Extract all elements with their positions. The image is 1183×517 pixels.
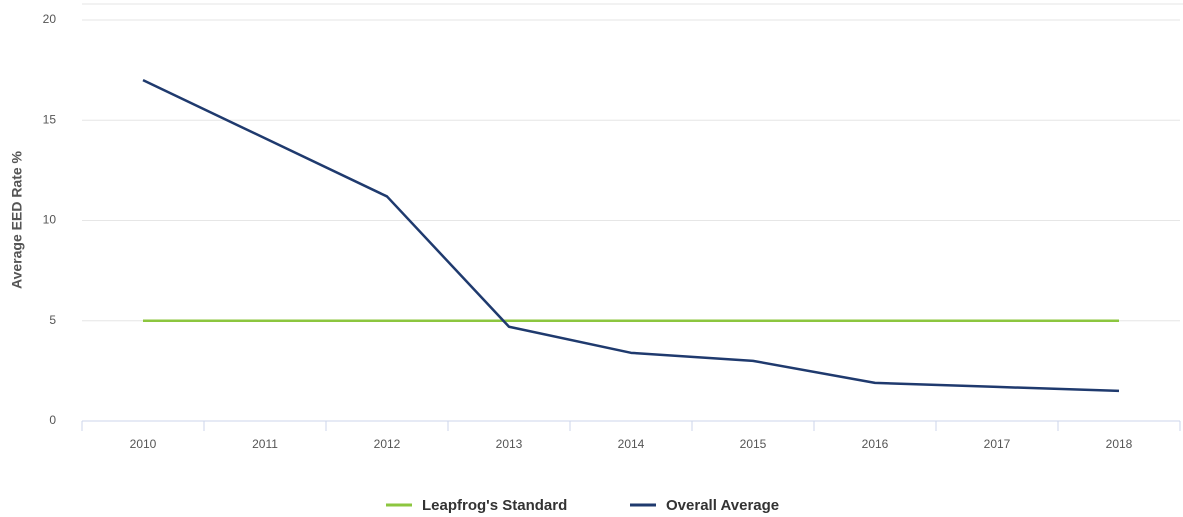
- legend-label: Overall Average: [666, 497, 779, 514]
- x-tick-label: 2016: [862, 437, 889, 451]
- y-tick-label: 10: [43, 213, 57, 227]
- x-tick-label: 2014: [618, 437, 645, 451]
- x-tick-label: 2017: [984, 437, 1011, 451]
- series-line: [142, 79, 1120, 393]
- x-tick-label: 2012: [374, 437, 401, 451]
- y-axis-title: Average EED Rate %: [9, 150, 25, 289]
- x-tick-label: 2018: [1106, 437, 1133, 451]
- y-tick-label: 0: [49, 413, 56, 427]
- y-tick-label: 15: [43, 112, 57, 126]
- y-tick-label: 5: [49, 313, 56, 327]
- x-tick-label: 2011: [252, 437, 278, 451]
- legend-label: Leapfrog's Standard: [422, 497, 567, 514]
- x-tick-label: 2015: [740, 437, 767, 451]
- x-tick-label: 2010: [130, 437, 157, 451]
- x-tick-label: 2013: [496, 437, 523, 451]
- y-tick-label: 20: [43, 12, 57, 26]
